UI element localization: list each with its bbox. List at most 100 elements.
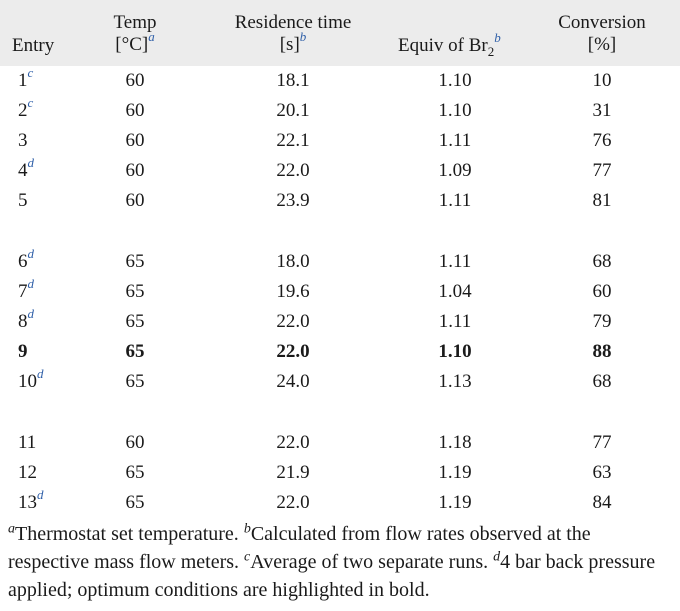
header-temp: Temp [°C]a [104,12,166,56]
cell-equiv-text: 1.09 [438,160,472,181]
cell-equiv-text: 1.11 [438,130,472,151]
header-residence-time: Residence time [s]b [220,12,366,56]
cell-temp: 60 [104,190,166,212]
cell-conversion-text: 76 [592,130,612,151]
cell-conversion: 84 [560,492,644,514]
cell-conversion: 77 [560,432,644,454]
table-row: 1c 60 18.1 1.10 10 [0,66,680,96]
cell-entry-text: 10 [18,371,37,392]
cell-entry: 11 [18,432,36,454]
cell-conversion-text: 68 [592,251,612,272]
table-header [0,0,680,66]
cell-temp-text: 65 [125,251,145,272]
cell-entry: 9 [18,341,28,363]
header-equiv-text: Equiv of Br [398,35,488,56]
cell-entry: 8d [18,307,34,333]
table-footnotes: aThermostat set temperature. bCalculated… [8,520,676,604]
cell-equiv-text: 1.11 [438,311,472,332]
cell-residence-time-text: 24.0 [276,371,310,392]
cell-temp-text: 65 [125,341,145,362]
cell-conversion-text: 68 [592,371,612,392]
cell-conversion: 79 [560,311,644,333]
cell-residence-time: 22.0 [250,160,336,182]
cell-entry-text: 1 [18,70,28,91]
header-conversion: Conversion [%] [546,12,658,56]
cell-temp: 65 [104,281,166,303]
table-row: 12 65 21.9 1.19 63 [0,458,680,488]
cell-residence-time: 22.0 [250,492,336,514]
cell-entry-text: 13 [18,492,37,513]
cell-residence-time: 24.0 [250,371,336,393]
cell-temp: 65 [104,492,166,514]
cell-equiv: 1.09 [420,160,490,182]
cell-temp-text: 60 [125,432,145,453]
cell-residence-time-text: 22.0 [276,492,310,513]
table-row: 3 60 22.1 1.11 76 [0,126,680,156]
cell-residence-time-text: 23.9 [276,190,310,211]
header-equiv-footnote-mark: b [494,29,501,45]
header-conv-unit: [%] [587,34,617,55]
header-temp-unit-text: [°C] [115,34,149,55]
table-row: 11 60 22.0 1.18 77 [0,428,680,458]
cell-residence-time-text: 21.9 [276,462,310,483]
cell-entry-text: 7 [18,281,28,302]
table-row: 2c 60 20.1 1.10 31 [0,96,680,126]
header-temp-label: Temp [113,12,157,33]
header-entry: Entry [12,35,55,56]
header-equiv: Equiv of Br2b [398,31,528,59]
cell-entry: 13d [18,488,44,514]
cell-temp-text: 65 [125,311,145,332]
cell-conversion-text: 77 [592,160,612,181]
header-temp-footnote-mark: a [148,28,155,44]
cell-entry-text: 9 [18,341,28,362]
cell-conversion: 10 [560,70,644,92]
cell-equiv-text: 1.11 [438,190,472,211]
cell-equiv: 1.11 [420,251,490,273]
cell-equiv: 1.18 [420,432,490,454]
table-row: 13d 65 22.0 1.19 84 [0,488,680,518]
cell-conversion: 68 [560,251,644,273]
cell-equiv: 1.11 [420,311,490,333]
cell-equiv: 1.11 [420,130,490,152]
cell-entry-text: 5 [18,190,28,211]
footnote-b-mark: b [243,521,251,537]
cell-residence-time-text: 18.0 [276,251,310,272]
cell-temp: 60 [104,160,166,182]
cell-residence-time-text: 22.0 [276,311,310,332]
cell-temp: 65 [104,462,166,484]
cell-residence-time-text: 22.0 [276,160,310,181]
cell-residence-time: 18.1 [250,70,336,92]
cell-temp: 60 [104,100,166,122]
cell-conversion-text: 31 [592,100,612,121]
cell-entry-text: 4 [18,160,28,181]
cell-temp-text: 65 [125,371,145,392]
cell-residence-time-text: 22.0 [276,432,310,453]
cell-temp-text: 60 [125,190,145,211]
header-temp-unit: [°C]a [104,30,166,56]
table-row: 4d 60 22.0 1.09 77 [0,156,680,186]
cell-temp-text: 65 [125,492,145,513]
entry-footnote-mark: d [27,154,35,170]
cell-conversion-text: 84 [592,492,612,513]
header-res-label: Residence time [234,12,352,33]
header-res-footnote-mark: b [299,28,307,44]
cell-residence-time-text: 18.1 [276,70,310,91]
cell-entry-text: 2 [18,100,28,121]
cell-temp-text: 60 [125,160,145,181]
cell-conversion: 88 [560,341,644,363]
cell-residence-time-text: 20.1 [276,100,310,121]
cell-conversion: 63 [560,462,644,484]
cell-temp: 60 [104,70,166,92]
cell-entry-text: 11 [18,432,37,453]
cell-conversion-text: 81 [592,190,612,211]
cell-conversion-text: 60 [592,281,612,302]
cell-conversion-text: 63 [592,462,612,483]
cell-conversion-text: 10 [592,70,612,91]
entry-footnote-mark: c [27,64,34,80]
entry-footnote-mark: d [37,365,44,381]
cell-temp-text: 60 [125,100,145,121]
cell-residence-time: 21.9 [250,462,336,484]
cell-conversion-text: 77 [592,432,612,453]
header-equiv-subscript: 2 [487,43,495,59]
